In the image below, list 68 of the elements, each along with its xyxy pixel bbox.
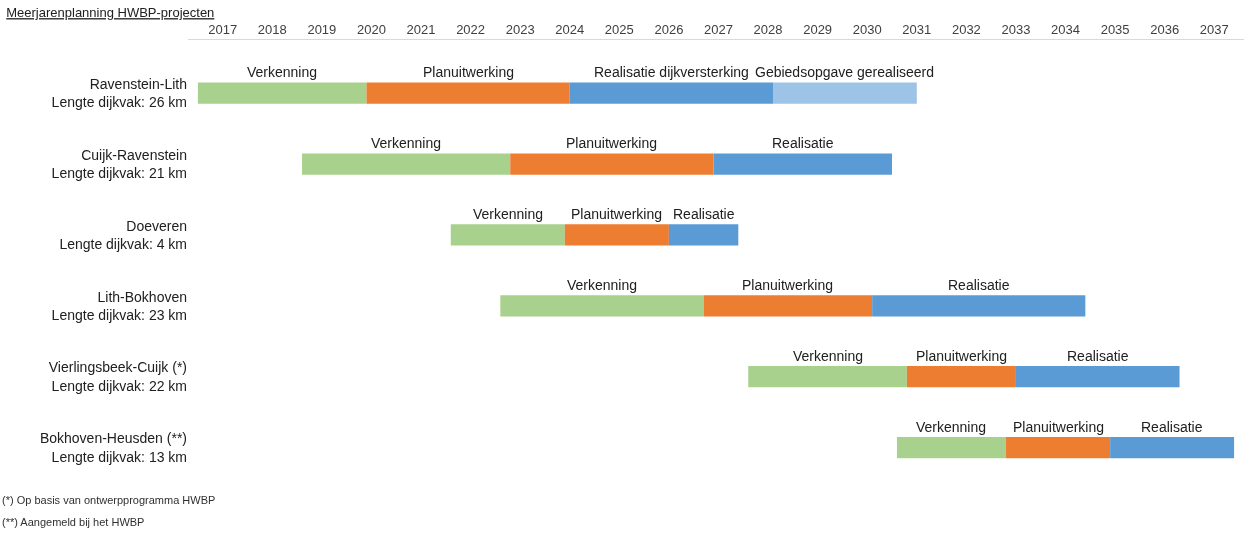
x-tick-label: 2030 <box>852 21 882 37</box>
bar <box>1015 366 1180 388</box>
y-tick-label: Vierlingsbeek-Cuijk (*) Lengte dijkvak: 22 km <box>48 359 187 394</box>
data-label: Realisatie <box>673 206 735 222</box>
x-tick-label: 2019 <box>307 21 337 37</box>
bar <box>197 82 367 104</box>
bar <box>713 153 892 175</box>
bar <box>872 295 1086 317</box>
x-tick-label: 2021 <box>406 21 436 37</box>
data-label: Gebiedsopgave gerealiseerd <box>755 64 935 80</box>
bar <box>569 82 774 104</box>
x-tick-label: 2035 <box>1100 21 1130 37</box>
x-tick-label: 2022 <box>456 21 486 37</box>
y-tick-label: Cuijk-Ravenstein Lengte dijkvak: 21 km <box>51 146 187 182</box>
x-tick-label: 2037 <box>1199 21 1229 37</box>
data-label: Verkenning <box>916 419 987 435</box>
data-label: Planuitwerking <box>916 348 1008 364</box>
data-label: Realisatie <box>1141 419 1203 435</box>
x-tick-label: 2033 <box>1001 21 1031 37</box>
data-label: Realisatie dijkversterking <box>594 64 749 80</box>
x-tick-label: 2028 <box>753 21 783 37</box>
x-tick-label: 2029 <box>803 21 833 37</box>
data-label: Planuitwerking <box>1013 419 1105 435</box>
bar <box>302 153 511 175</box>
x-tick-label: 2031 <box>902 21 932 37</box>
data-label: Verkenning <box>473 206 544 222</box>
x-tick-label: 2027 <box>704 21 733 37</box>
data-label: Planuitwerking <box>742 277 834 293</box>
bar <box>703 295 873 317</box>
data-label: Verkenning <box>247 64 318 80</box>
data-label: Planuitwerking <box>566 135 658 151</box>
bar <box>773 82 917 104</box>
y-tick-label: Lith-Bokhoven Lengte dijkvak: 23 km <box>51 288 187 323</box>
bar <box>1006 436 1111 459</box>
chart-title: Meerjarenplanning HWBP-projecten <box>6 5 215 21</box>
y-tick-label: Doeveren Lengte dijkvak: 4 km <box>59 217 187 252</box>
x-tick-label: 2023 <box>505 21 535 37</box>
data-label: Verkenning <box>793 348 864 364</box>
x-tick-label: 2034 <box>1051 21 1080 37</box>
bar <box>510 153 714 175</box>
x-tick-label: 2026 <box>654 21 684 37</box>
bar <box>896 436 1007 459</box>
data-label: Verkenning <box>567 277 638 293</box>
bar <box>450 224 565 246</box>
bar <box>500 295 704 317</box>
data-label: Realisatie <box>948 277 1010 293</box>
data-label: Planuitwerking <box>571 206 663 222</box>
bar <box>748 366 907 388</box>
bar <box>366 82 570 104</box>
text: (*) Op basis van ontwerpprogramma HWBP <box>2 494 216 506</box>
y-tick-label: Bokhoven-Heusden (**) Lengte dijkvak: 13 km <box>39 430 187 465</box>
bar <box>668 224 739 246</box>
data-label: Realisatie <box>1067 348 1129 364</box>
x-tick-label: 2025 <box>604 21 634 37</box>
text: (**) Aangemeld bij het HWBP <box>2 516 145 528</box>
x-tick-label: 2020 <box>356 21 386 37</box>
y-tick-label: Ravenstein-Lith Lengte dijkvak: 26 km <box>51 75 187 111</box>
x-tick-label: 2036 <box>1150 21 1180 37</box>
x-tick-label: 2017 <box>208 21 238 37</box>
bar <box>1110 436 1235 459</box>
x-tick-label: 2032 <box>951 21 981 37</box>
data-label: Verkenning <box>371 135 442 151</box>
data-label: Realisatie <box>772 135 834 151</box>
x-tick-label: 2024 <box>555 21 585 37</box>
bar <box>906 366 1016 388</box>
data-label: Planuitwerking <box>423 64 515 80</box>
bar <box>564 224 669 246</box>
x-tick-label: 2018 <box>257 21 287 37</box>
